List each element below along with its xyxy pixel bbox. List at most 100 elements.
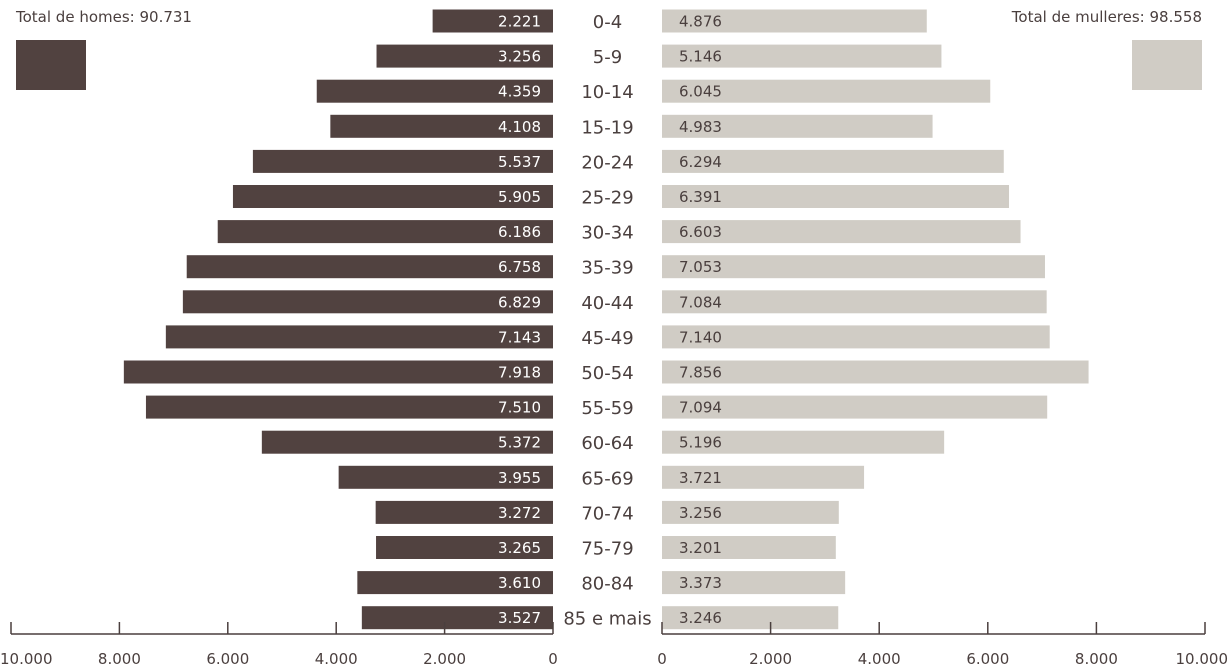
men-bar	[165, 325, 553, 349]
men-bar-label: 6.186	[498, 223, 541, 241]
men-bar	[330, 114, 553, 138]
men-bar-label: 5.537	[498, 153, 541, 171]
women-bar-label: 3.721	[679, 469, 722, 487]
age-group-label: 25-29	[581, 188, 633, 209]
age-group-label: 45-49	[581, 328, 633, 349]
age-group-label: 0-4	[593, 12, 622, 33]
women-bar-label: 3.246	[679, 609, 722, 627]
women-bar	[662, 185, 1010, 208]
women-bar	[662, 465, 865, 489]
men-bar-label: 5.372	[498, 434, 541, 452]
men-bar	[376, 44, 553, 68]
men-bar-label: 3.272	[498, 504, 541, 522]
men-bar	[252, 149, 554, 173]
men-bar	[123, 360, 554, 384]
men-axis-tick-label: 2.000	[423, 650, 466, 668]
women-axis-tick-label: 0	[657, 650, 667, 668]
age-group-label: 75-79	[581, 539, 633, 560]
women-bar	[662, 606, 839, 630]
women-bar	[662, 44, 942, 68]
men-axis-tick-label: 4.000	[315, 650, 358, 668]
women-bar	[662, 220, 1021, 244]
men-bar	[261, 430, 553, 454]
women-bar-label: 6.294	[679, 153, 722, 171]
legend-women-swatch	[1132, 40, 1202, 90]
women-bar-label: 3.201	[679, 539, 722, 557]
legend-women-title: Total de mulleres: 98.558	[1011, 8, 1202, 26]
men-bar	[145, 395, 553, 419]
women-bar	[662, 500, 839, 524]
men-bar-label: 7.143	[498, 328, 541, 346]
women-bar	[662, 149, 1004, 173]
women-bar-label: 7.140	[679, 328, 722, 346]
men-bar	[316, 79, 553, 103]
women-bar-label: 6.603	[679, 223, 722, 241]
women-bar-label: 4.983	[679, 118, 722, 136]
men-bar-label: 3.610	[498, 574, 541, 592]
age-group-label: 15-19	[581, 117, 633, 138]
men-bar-label: 7.510	[498, 399, 541, 417]
age-group-label: 85 e mais	[563, 609, 651, 630]
age-group-label: 60-64	[581, 433, 633, 454]
age-group-label: 35-39	[581, 258, 633, 279]
women-bar-label: 3.373	[679, 574, 722, 592]
women-bar	[662, 536, 836, 559]
women-bar	[662, 571, 846, 595]
age-group-label: 65-69	[581, 468, 633, 489]
legend-men-swatch	[16, 40, 86, 90]
men-bar	[217, 220, 553, 244]
men-bar	[375, 500, 553, 524]
women-bar-label: 7.856	[679, 364, 722, 382]
age-group-label: 10-14	[581, 82, 633, 103]
legend-men-title: Total de homes: 90.731	[16, 8, 192, 26]
men-bar-label: 2.221	[498, 13, 541, 31]
women-bar	[662, 114, 933, 138]
age-group-label: 55-59	[581, 398, 633, 419]
women-bar-label: 5.146	[679, 48, 722, 66]
men-bar-label: 3.265	[498, 539, 541, 557]
men-bar-label: 4.359	[498, 83, 541, 101]
women-bar	[662, 325, 1050, 349]
women-axis-tick-label: 10.000	[1176, 650, 1229, 668]
age-group-label: 70-74	[581, 503, 633, 524]
men-axis-tick-label: 8.000	[98, 650, 141, 668]
women-bar-label: 3.256	[679, 504, 722, 522]
age-group-label: 5-9	[593, 47, 622, 68]
men-bar-label: 3.955	[498, 469, 541, 487]
women-bar-label: 4.876	[679, 13, 722, 31]
men-bar	[361, 606, 553, 630]
men-bar-label: 6.758	[498, 258, 541, 276]
women-axis-tick-label: 6.000	[966, 650, 1009, 668]
women-bar-label: 5.196	[679, 434, 722, 452]
women-bar-label: 7.084	[679, 293, 722, 311]
men-bar-label: 4.108	[498, 118, 541, 136]
age-group-label: 80-84	[581, 574, 633, 595]
men-axis-tick-label: 10.000	[0, 650, 53, 668]
men-bar	[357, 571, 553, 595]
men-bar-label: 5.905	[498, 188, 541, 206]
men-bar-label: 7.918	[498, 364, 541, 382]
men-bar	[432, 9, 553, 33]
men-axis-tick-label: 0	[548, 650, 558, 668]
men-axis-tick-label: 6.000	[206, 650, 249, 668]
women-bar-label: 7.053	[679, 258, 722, 276]
women-bar	[662, 395, 1048, 419]
men-bar	[338, 465, 553, 489]
men-bar	[186, 255, 553, 279]
men-bar	[376, 536, 553, 559]
women-bar-label: 6.391	[679, 188, 722, 206]
women-bar-label: 7.094	[679, 399, 722, 417]
women-bar	[662, 360, 1089, 384]
men-bar-label: 6.829	[498, 293, 541, 311]
men-bar-label: 3.256	[498, 48, 541, 66]
women-bar	[662, 79, 991, 103]
women-bar	[662, 9, 927, 33]
women-bar	[662, 430, 945, 454]
women-axis-tick-label: 4.000	[858, 650, 901, 668]
men-bar	[182, 290, 553, 314]
women-bar	[662, 290, 1047, 314]
women-axis-tick-label: 2.000	[749, 650, 792, 668]
women-axis-tick-label: 8.000	[1075, 650, 1118, 668]
women-bar-label: 6.045	[679, 83, 722, 101]
